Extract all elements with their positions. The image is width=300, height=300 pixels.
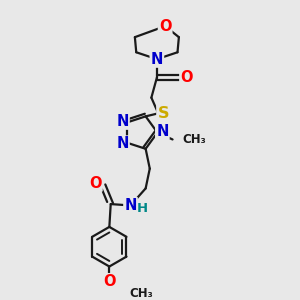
Text: O: O [159,19,171,34]
Text: N: N [116,114,129,129]
Text: N: N [151,52,163,67]
Text: N: N [116,136,129,152]
Text: O: O [103,274,116,289]
Text: CH₃: CH₃ [129,287,153,300]
Text: S: S [158,106,169,121]
Text: N: N [124,198,137,213]
Text: CH₃: CH₃ [182,133,206,146]
Text: O: O [89,176,102,191]
Text: N: N [156,124,169,139]
Text: H: H [136,202,148,215]
Text: O: O [180,70,193,85]
